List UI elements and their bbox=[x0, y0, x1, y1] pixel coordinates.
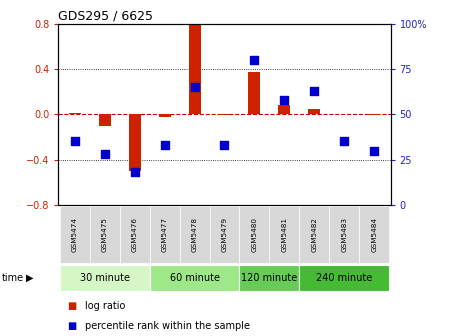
Bar bbox=[239, 206, 269, 263]
Text: log ratio: log ratio bbox=[85, 301, 126, 311]
Point bbox=[251, 57, 258, 62]
Text: GSM5478: GSM5478 bbox=[192, 217, 198, 252]
Text: GSM5481: GSM5481 bbox=[282, 217, 287, 252]
Bar bbox=[69, 113, 81, 114]
Bar bbox=[120, 206, 150, 263]
Text: GDS295 / 6625: GDS295 / 6625 bbox=[58, 9, 154, 23]
Text: GSM5474: GSM5474 bbox=[72, 217, 78, 252]
Bar bbox=[329, 206, 359, 263]
Bar bbox=[150, 206, 180, 263]
Text: GSM5476: GSM5476 bbox=[132, 217, 138, 252]
Bar bbox=[210, 206, 239, 263]
Bar bbox=[269, 206, 299, 263]
Bar bbox=[129, 114, 141, 171]
Text: 60 minute: 60 minute bbox=[170, 273, 220, 283]
Point bbox=[311, 88, 318, 93]
Bar bbox=[248, 72, 260, 114]
Text: GSM5479: GSM5479 bbox=[221, 217, 228, 252]
Bar bbox=[60, 265, 150, 291]
Text: ■: ■ bbox=[67, 301, 77, 311]
Bar bbox=[299, 265, 389, 291]
Bar bbox=[60, 206, 90, 263]
Text: GSM5483: GSM5483 bbox=[341, 217, 347, 252]
Text: GSM5482: GSM5482 bbox=[311, 217, 317, 252]
Point bbox=[221, 142, 228, 148]
Bar bbox=[158, 114, 171, 117]
Point bbox=[281, 97, 288, 102]
Text: ▶: ▶ bbox=[26, 273, 34, 283]
Bar bbox=[308, 109, 320, 114]
Point bbox=[131, 170, 138, 175]
Text: GSM5475: GSM5475 bbox=[102, 217, 108, 252]
Point bbox=[161, 142, 168, 148]
Bar bbox=[239, 265, 299, 291]
Text: GSM5480: GSM5480 bbox=[251, 217, 257, 252]
Point bbox=[191, 84, 198, 90]
Bar bbox=[189, 25, 201, 114]
Bar bbox=[150, 265, 239, 291]
Bar bbox=[90, 206, 120, 263]
Point bbox=[341, 139, 348, 144]
Bar bbox=[359, 206, 389, 263]
Text: 240 minute: 240 minute bbox=[316, 273, 372, 283]
Text: GSM5484: GSM5484 bbox=[371, 217, 377, 252]
Point bbox=[370, 148, 378, 153]
Text: 30 minute: 30 minute bbox=[80, 273, 130, 283]
Text: time: time bbox=[2, 273, 24, 283]
Bar bbox=[278, 105, 291, 114]
Point bbox=[71, 139, 79, 144]
Bar bbox=[368, 114, 380, 115]
Text: GSM5477: GSM5477 bbox=[162, 217, 167, 252]
Bar bbox=[180, 206, 210, 263]
Bar bbox=[299, 206, 329, 263]
Text: 120 minute: 120 minute bbox=[241, 273, 298, 283]
Bar bbox=[99, 114, 111, 126]
Text: percentile rank within the sample: percentile rank within the sample bbox=[85, 321, 250, 331]
Text: ■: ■ bbox=[67, 321, 77, 331]
Bar bbox=[219, 114, 230, 115]
Point bbox=[101, 152, 108, 157]
